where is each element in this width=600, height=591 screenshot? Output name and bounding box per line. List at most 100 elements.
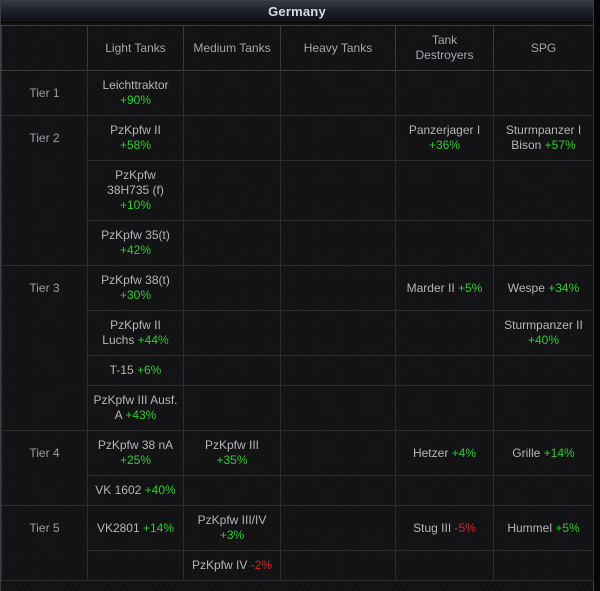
- cell-empty: [183, 355, 281, 386]
- tank-name: Panzerjager I: [408, 123, 481, 137]
- cell-empty: [280, 115, 396, 161]
- table-title-bar: Germany: [1, 1, 593, 23]
- cell-empty: [395, 160, 494, 221]
- tank-name: PzKpfw 38 nA: [97, 438, 174, 452]
- percent-change: +6%: [137, 363, 162, 377]
- table-row: Tier 5 VK2801 +14% PzKpfw III/IV +3% Stug II…: [1, 505, 594, 581]
- cell-light-tanks: VK 1602 +40%: [87, 475, 184, 506]
- cell-empty: [395, 475, 494, 506]
- table-row: PzKpfw II Luchs +44% Sturmpanzer II +40%: [2, 310, 594, 356]
- cell-medium-tanks: PzKpfw IV -2%: [183, 550, 281, 581]
- percent-change: +58%: [119, 138, 152, 152]
- tank-name: PzKpfw 35(t): [101, 228, 170, 242]
- cell-empty: [493, 355, 594, 386]
- tank-name: Marder II: [406, 280, 455, 295]
- cell-medium-tanks: PzKpfw III +35%: [183, 430, 281, 476]
- cell-empty: [183, 475, 281, 506]
- cell-empty: [395, 355, 494, 386]
- header-light-tanks: Light Tanks: [87, 25, 184, 71]
- table-row: PzKpfw 38H735 (f) +10%: [2, 160, 594, 221]
- tank-name: PzKpfw II: [110, 123, 161, 137]
- cell-light-tanks: PzKpfw II +58%: [87, 115, 184, 161]
- percent-change: +40%: [144, 483, 176, 497]
- header-heavy-tanks: Heavy Tanks: [280, 25, 396, 71]
- percent-change: +90%: [119, 93, 152, 107]
- cell-empty: [493, 160, 594, 221]
- cell-light-tanks: T-15 +6%: [87, 355, 184, 386]
- tank-name: Grille: [512, 445, 541, 460]
- tier-label: Tier 4: [1, 430, 88, 506]
- tank-name: PzKpfw III: [204, 438, 260, 452]
- cell-light-tanks: PzKpfw 38 nA +25%: [87, 430, 184, 476]
- cell-empty: [395, 385, 494, 431]
- cell-empty: [395, 220, 494, 266]
- percent-change: -5%: [454, 520, 476, 535]
- table-row: Tier 1 Leichttraktor +90%: [1, 70, 594, 116]
- percent-change: +40%: [527, 333, 560, 347]
- percent-change: +34%: [548, 280, 580, 295]
- cell-empty: [280, 220, 396, 266]
- cell-tank-destroyers: Panzerjager I +36%: [395, 115, 494, 161]
- header-row: Light Tanks Medium Tanks Heavy Tanks Tan…: [1, 25, 594, 71]
- cell-tank-destroyers: Stug III -5%: [395, 505, 494, 551]
- percent-change: +5%: [555, 520, 580, 535]
- tank-name: VK2801: [96, 520, 140, 535]
- cell-empty: [183, 115, 281, 161]
- percent-change: +14%: [543, 445, 575, 460]
- tank-name: PzKpfw III Ausf. A: [93, 393, 178, 422]
- percent-change: -2%: [250, 558, 273, 572]
- cell-empty: [280, 70, 396, 116]
- tier-label: Tier 1: [1, 70, 88, 116]
- cell-empty: [183, 310, 281, 356]
- percent-change: +42%: [119, 243, 152, 257]
- cell-spg: Wespe +34%: [493, 265, 594, 311]
- percent-change: +36%: [428, 138, 461, 152]
- table-row: T-15 +6%: [2, 355, 594, 386]
- percent-change: +35%: [216, 453, 248, 467]
- cell-spg: Hummel +5%: [493, 505, 594, 551]
- cell-light-tanks: PzKpfw II Luchs +44%: [87, 310, 184, 356]
- cell-empty: [395, 70, 494, 116]
- cell-empty: [87, 550, 184, 581]
- percent-change: +5%: [458, 280, 483, 295]
- header-medium-tanks: Medium Tanks: [183, 25, 281, 71]
- header-spg: SPG: [493, 25, 594, 71]
- percent-change: +10%: [119, 198, 152, 212]
- cell-light-tanks: PzKpfw 38H735 (f) +10%: [87, 160, 184, 221]
- cell-light-tanks: PzKpfw 38(t) +30%: [87, 265, 184, 311]
- tank-name: PzKpfw 38H735 (f): [107, 168, 164, 197]
- tank-name: Sturmpanzer I Bison: [505, 123, 582, 152]
- cell-tank-destroyers: Hetzer +4%: [395, 430, 494, 476]
- cell-light-tanks: Leichttraktor +90%: [87, 70, 184, 116]
- cell-empty: [493, 70, 594, 116]
- percent-change: +3%: [219, 528, 245, 542]
- cell-empty: [280, 265, 396, 311]
- tank-name: T-15: [109, 363, 134, 377]
- cell-empty: [280, 310, 396, 356]
- cell-empty: [280, 160, 396, 221]
- tank-name: Leichttraktor: [102, 78, 169, 92]
- tank-name: Stug III: [413, 520, 452, 535]
- table-row: PzKpfw III Ausf. A +43%: [2, 385, 594, 431]
- cell-empty: [493, 385, 594, 431]
- cell-empty: [183, 220, 281, 266]
- cell-medium-tanks: PzKpfw III/IV +3%: [183, 505, 281, 551]
- cell-spg: Sturmpanzer II +40%: [493, 310, 594, 356]
- tank-name: PzKpfw II Luchs: [102, 318, 161, 347]
- cell-spg: Grille +14%: [493, 430, 594, 476]
- cell-light-tanks: PzKpfw III Ausf. A +43%: [87, 385, 184, 431]
- tank-name: PzKpfw 38(t): [101, 273, 170, 287]
- cell-empty: [493, 220, 594, 266]
- cell-empty: [395, 310, 494, 356]
- percent-change: +43%: [125, 408, 157, 422]
- percent-change: +57%: [544, 138, 576, 152]
- tank-name: PzKpfw III/IV: [197, 513, 267, 527]
- cell-empty: [280, 550, 396, 581]
- header-tier: [1, 25, 88, 71]
- table-row: Tier 2 PzKpfw II +58% Panzerjager I +36% Stur…: [1, 115, 594, 266]
- percent-change: +25%: [119, 453, 152, 467]
- cell-empty: [280, 475, 396, 506]
- percent-change: +4%: [451, 445, 477, 460]
- cell-empty: [280, 385, 396, 431]
